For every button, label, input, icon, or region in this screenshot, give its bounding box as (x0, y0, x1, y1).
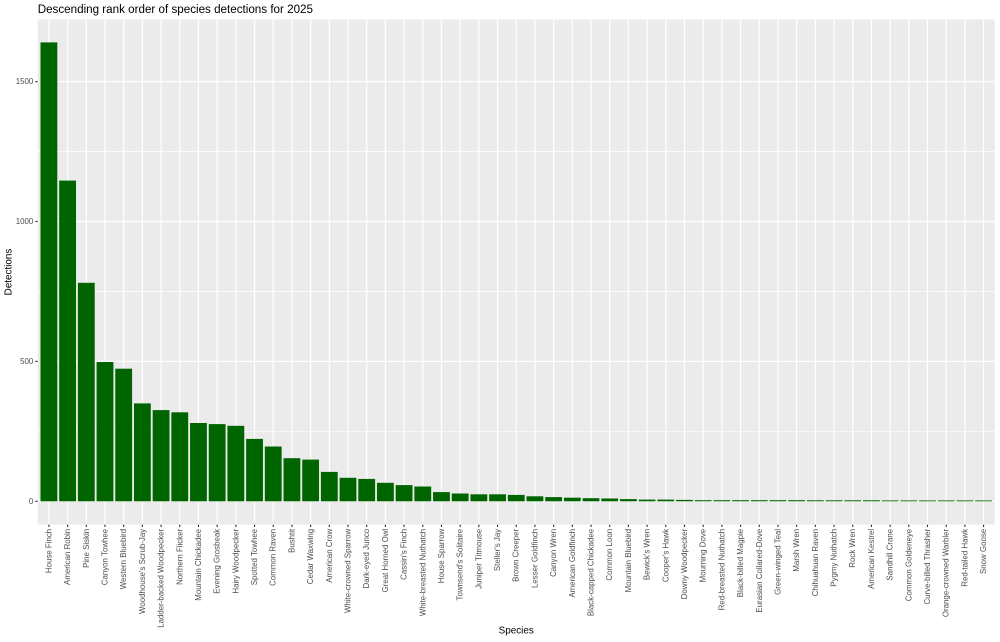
svg-text:Mourning Dove: Mourning Dove (699, 528, 708, 582)
svg-text:Red-breasted Nuthatch: Red-breasted Nuthatch (717, 529, 726, 611)
svg-text:American Crow: American Crow (325, 529, 334, 583)
svg-text:Black-billed Magpie: Black-billed Magpie (736, 528, 745, 597)
svg-text:Steller's Jay: Steller's Jay (493, 529, 502, 571)
svg-text:Orange-crowned Warbler: Orange-crowned Warbler (942, 528, 951, 617)
svg-text:House Finch: House Finch (44, 529, 53, 573)
svg-text:Pine Siskin: Pine Siskin (82, 529, 91, 568)
svg-text:Common Goldeneye: Common Goldeneye (904, 528, 913, 601)
svg-text:Downy Woodpecker: Downy Woodpecker (680, 528, 689, 599)
svg-text:Bushtit: Bushtit (287, 528, 296, 553)
svg-text:Cooper's Hawk: Cooper's Hawk (661, 529, 670, 582)
svg-text:Rock Wren: Rock Wren (848, 529, 857, 568)
svg-text:Eurasian Collared-Dove: Eurasian Collared-Dove (755, 528, 764, 612)
svg-text:Common Loon: Common Loon (605, 529, 614, 581)
svg-text:Spotted Towhee: Spotted Towhee (250, 528, 259, 585)
svg-text:Northern Flicker: Northern Flicker (175, 528, 184, 584)
svg-text:Canyon Wren: Canyon Wren (549, 529, 558, 577)
svg-text:Sandhill Crane: Sandhill Crane (886, 528, 895, 580)
svg-text:Mountain Bluebird: Mountain Bluebird (624, 529, 633, 593)
svg-text:White-crowned Sparrow: White-crowned Sparrow (344, 529, 353, 613)
svg-text:Red-tailed Hawk: Red-tailed Hawk (960, 529, 969, 587)
svg-text:Dark-eyed Junco: Dark-eyed Junco (362, 528, 371, 588)
svg-text:Curve-billed Thrasher: Curve-billed Thrasher (923, 528, 932, 604)
svg-text:500: 500 (20, 357, 34, 366)
svg-text:Green-winged Teal: Green-winged Teal (773, 529, 782, 595)
svg-text:1500: 1500 (16, 77, 34, 86)
svg-text:Common Raven: Common Raven (269, 529, 278, 586)
svg-text:Descending rank order of speci: Descending rank order of species detecti… (38, 3, 313, 16)
svg-text:Lesser Goldfinch: Lesser Goldfinch (530, 529, 539, 588)
svg-text:House Sparrow: House Sparrow (437, 529, 446, 584)
svg-text:White-breasted Nuthatch: White-breasted Nuthatch (418, 529, 427, 616)
svg-text:Western Bluebird: Western Bluebird (119, 529, 128, 589)
svg-text:American Robin: American Robin (63, 529, 72, 585)
svg-text:Canyon Towhee: Canyon Towhee (101, 528, 110, 585)
svg-text:Bewick's Wren: Bewick's Wren (643, 529, 652, 580)
svg-text:Detections: Detections (3, 249, 14, 296)
svg-text:American Goldfinch: American Goldfinch (568, 529, 577, 598)
svg-text:Black-capped Chickadee: Black-capped Chickadee (587, 528, 596, 616)
svg-text:Juniper Titmouse: Juniper Titmouse (474, 528, 483, 589)
svg-text:Pygmy Nuthatch: Pygmy Nuthatch (830, 529, 839, 587)
svg-text:0: 0 (29, 497, 34, 506)
svg-text:Ladder-backed Woodpecker: Ladder-backed Woodpecker (157, 528, 166, 627)
svg-text:Evening Grosbeak: Evening Grosbeak (213, 529, 222, 594)
svg-text:Woodhouse's Scrub-Jay: Woodhouse's Scrub-Jay (138, 529, 147, 614)
svg-text:Snow Goose: Snow Goose (979, 528, 988, 574)
svg-text:Great Horned Owl: Great Horned Owl (381, 529, 390, 593)
svg-text:Townsend's Solitaire: Townsend's Solitaire (456, 528, 465, 600)
svg-text:Marsh Wren: Marsh Wren (792, 529, 801, 572)
svg-text:Cassin's Finch: Cassin's Finch (400, 529, 409, 580)
svg-text:Mountain Chickadee: Mountain Chickadee (194, 528, 203, 601)
svg-text:Hairy Woodpecker: Hairy Woodpecker (231, 528, 240, 593)
svg-text:1000: 1000 (16, 217, 34, 226)
svg-text:American Kestrel: American Kestrel (867, 529, 876, 589)
svg-text:Chihuahuan Raven: Chihuahuan Raven (811, 529, 820, 597)
svg-text:Cedar Waxwing: Cedar Waxwing (306, 529, 315, 584)
svg-text:Species: Species (499, 626, 534, 637)
svg-text:Brown Creeper: Brown Creeper (512, 528, 521, 581)
